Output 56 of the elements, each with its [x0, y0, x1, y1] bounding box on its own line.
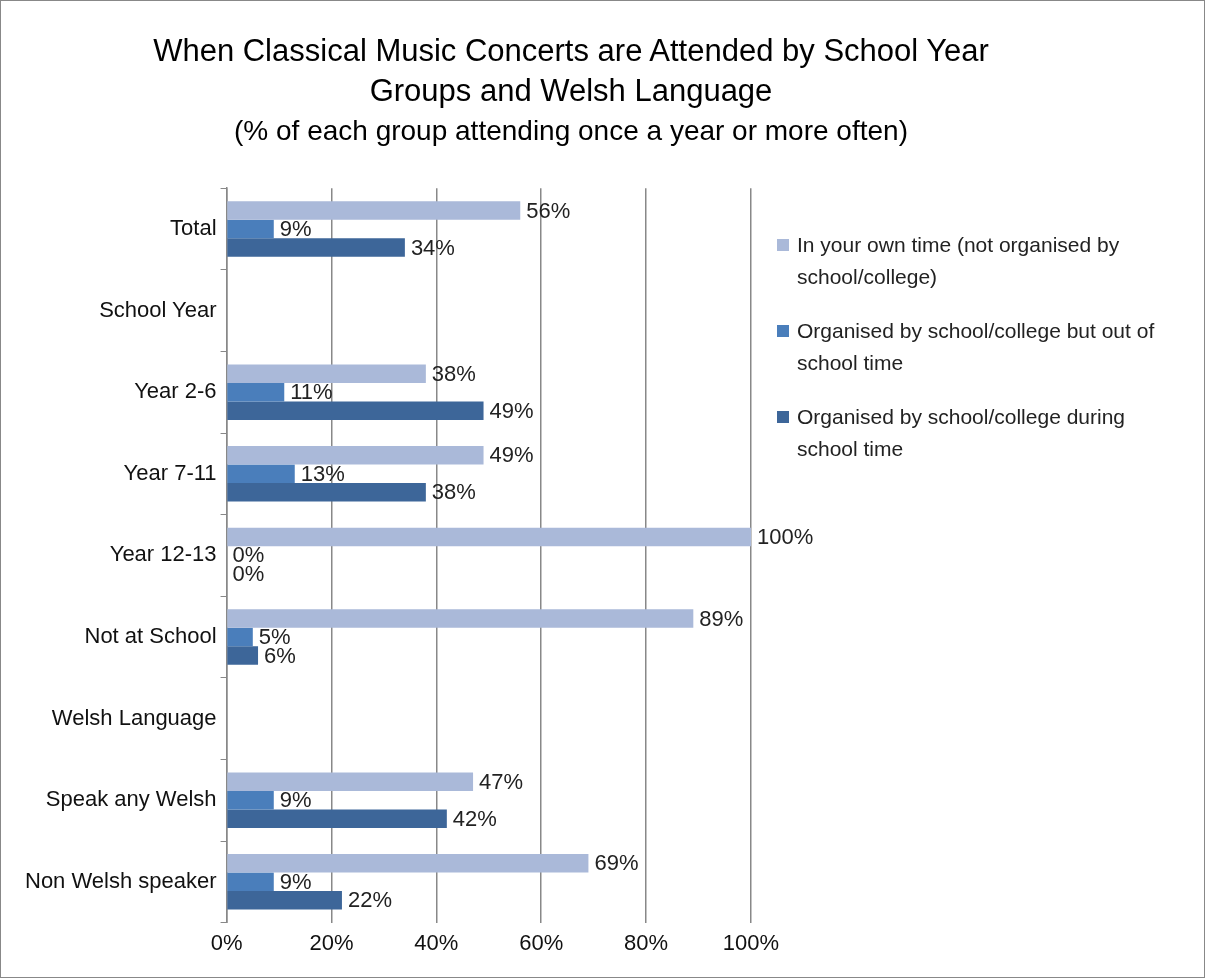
data-label: 11%: [290, 379, 333, 405]
data-label: 13%: [300, 460, 345, 486]
x-tick-label: 60%: [519, 929, 564, 955]
data-label: 49%: [489, 397, 534, 423]
bar: [227, 609, 694, 628]
bar: [227, 772, 474, 791]
y-tick-label: Total: [170, 215, 217, 241]
data-label: 49%: [489, 442, 534, 468]
bar: [227, 446, 484, 465]
bar: [227, 646, 259, 665]
data-label: 34%: [410, 234, 455, 260]
legend-label: Organised by school/college during school time: [797, 404, 1127, 462]
y-tick-label: Welsh Language: [51, 704, 217, 730]
x-tick-label: 0%: [210, 929, 243, 955]
data-label: 38%: [431, 479, 476, 505]
bar: [227, 483, 426, 502]
legend-label: In your own time (not organised by school/college): [797, 232, 1121, 290]
x-tick-label: 80%: [624, 929, 669, 955]
legend-label: Organised by school/college but out of school time: [797, 318, 1156, 376]
y-tick-label: Year 12-13: [109, 541, 217, 567]
bar: [227, 238, 405, 257]
bar: [227, 872, 274, 892]
bar: [227, 219, 274, 239]
y-tick-label: Not at School: [84, 623, 217, 649]
data-label: 22%: [347, 887, 392, 913]
chart-title: When Classical Music Concerts are Attended by School Year Groups and Welsh Language: [152, 32, 990, 110]
bar: [227, 201, 521, 220]
data-label: 47%: [479, 768, 524, 794]
data-label: 89%: [699, 605, 744, 631]
y-tick-label: Year 7-11: [123, 459, 217, 485]
y-tick-label: School Year: [99, 296, 217, 322]
data-label: 56%: [526, 197, 571, 223]
x-tick-label: 20%: [309, 929, 354, 955]
data-label: 9%: [279, 868, 312, 894]
y-tick-label: Non Welsh speaker: [25, 867, 217, 893]
bar: [227, 401, 484, 420]
y-tick-label: Year 2-6: [134, 378, 217, 404]
bar: [227, 854, 589, 873]
data-label: 9%: [279, 216, 312, 242]
chart-subtitle: (% of each group attending once a year or more often): [233, 114, 909, 148]
bar: [227, 809, 447, 828]
bar: [227, 790, 274, 810]
bar: [227, 527, 751, 547]
bar: [227, 627, 253, 647]
bar: [227, 891, 342, 910]
x-tick-label: 40%: [414, 929, 459, 955]
data-label: 9%: [279, 787, 312, 813]
data-label: 38%: [431, 360, 476, 386]
bar: [227, 464, 295, 484]
bar: [227, 382, 285, 402]
y-tick-label: Speak any Welsh: [45, 786, 217, 812]
x-tick-label: 100%: [722, 929, 780, 955]
data-label: 100%: [757, 523, 814, 549]
data-label: 42%: [452, 805, 497, 831]
data-label: 69%: [594, 850, 639, 876]
bar: [227, 364, 426, 383]
